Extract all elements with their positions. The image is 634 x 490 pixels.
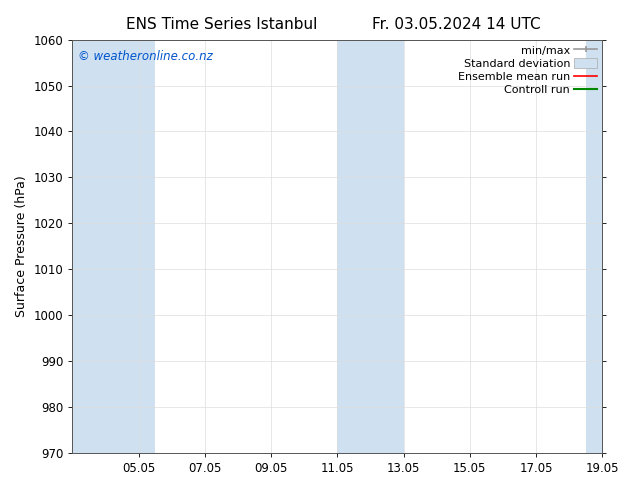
Text: Fr. 03.05.2024 14 UTC: Fr. 03.05.2024 14 UTC: [372, 17, 541, 32]
Bar: [72, 40, 155, 453]
Legend: min/max, Standard deviation, Ensemble mean run, Controll run: min/max, Standard deviation, Ensemble me…: [456, 43, 599, 98]
Text: © weatheronline.co.nz: © weatheronline.co.nz: [77, 50, 212, 63]
Y-axis label: Surface Pressure (hPa): Surface Pressure (hPa): [15, 175, 28, 317]
Bar: [337, 40, 403, 453]
Text: ENS Time Series Istanbul: ENS Time Series Istanbul: [126, 17, 318, 32]
Bar: [586, 40, 602, 453]
